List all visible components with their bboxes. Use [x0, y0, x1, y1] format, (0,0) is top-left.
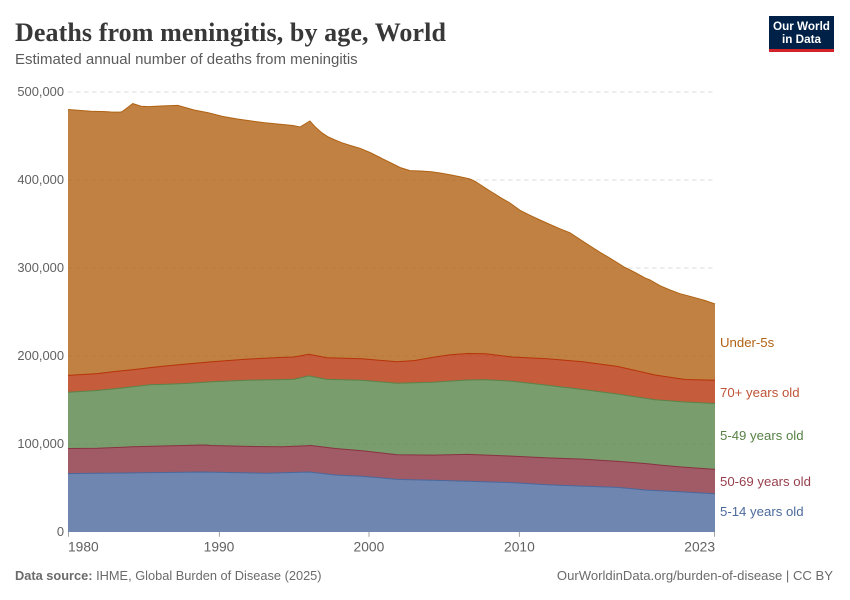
svg-text:100,000: 100,000: [17, 436, 64, 451]
svg-text:2023: 2023: [684, 540, 715, 555]
svg-text:70+ years old: 70+ years old: [720, 385, 800, 400]
svg-text:200,000: 200,000: [17, 348, 64, 363]
svg-text:1980: 1980: [68, 540, 99, 555]
svg-text:300,000: 300,000: [17, 260, 64, 275]
svg-text:5-49 years old: 5-49 years old: [720, 428, 804, 443]
svg-text:50-69 years old: 50-69 years old: [720, 474, 811, 489]
svg-text:Under-5s: Under-5s: [720, 335, 775, 350]
svg-text:400,000: 400,000: [17, 172, 64, 187]
svg-text:500,000: 500,000: [17, 84, 64, 99]
svg-text:2010: 2010: [504, 540, 535, 555]
svg-text:5-14 years old: 5-14 years old: [720, 504, 804, 519]
svg-text:0: 0: [57, 524, 64, 539]
svg-text:1990: 1990: [204, 540, 235, 555]
svg-text:2000: 2000: [354, 540, 385, 555]
